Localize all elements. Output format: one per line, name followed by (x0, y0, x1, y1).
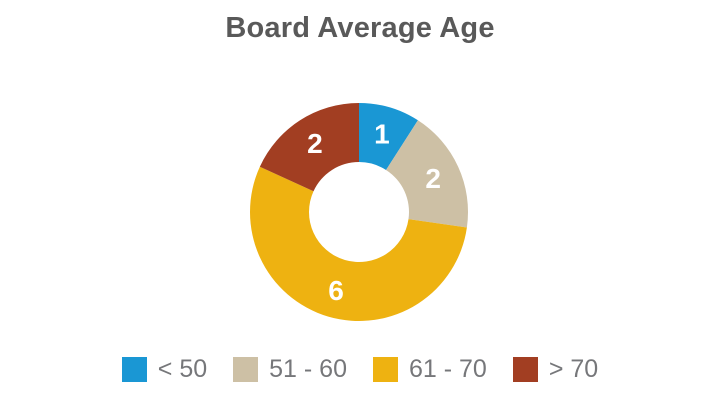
donut-segment-70[interactable] (259, 103, 359, 192)
legend-swatch-51-60 (233, 357, 259, 382)
legend: < 50 51 - 60 61 - 70 > 70 (0, 357, 720, 382)
legend-label: < 50 (157, 355, 208, 383)
legend-label: 51 - 60 (269, 355, 347, 383)
legend-swatch-61-70 (373, 357, 398, 382)
segment-value-label: 2 (307, 128, 323, 159)
legend-item-61-70[interactable]: 61 - 70 (373, 357, 487, 382)
donut-segment-50[interactable] (359, 103, 418, 170)
legend-label: 61 - 70 (409, 355, 487, 383)
chart-title: Board Average Age (225, 12, 495, 44)
legend-swatch-50 (121, 357, 147, 382)
donut-segment-51-60[interactable] (386, 120, 468, 228)
segment-value-label: 1 (374, 119, 390, 150)
legend-item-70[interactable]: > 70 (512, 355, 599, 383)
legend-swatch-70 (512, 357, 538, 382)
segment-value-label: 2 (425, 163, 441, 194)
legend-label: > 70 (548, 355, 599, 383)
legend-item-50[interactable]: < 50 (121, 355, 208, 383)
donut-segment-61-70[interactable] (249, 166, 467, 322)
legend-item-51-60[interactable]: 51 - 60 (233, 357, 347, 382)
segment-value-label: 6 (328, 275, 344, 306)
